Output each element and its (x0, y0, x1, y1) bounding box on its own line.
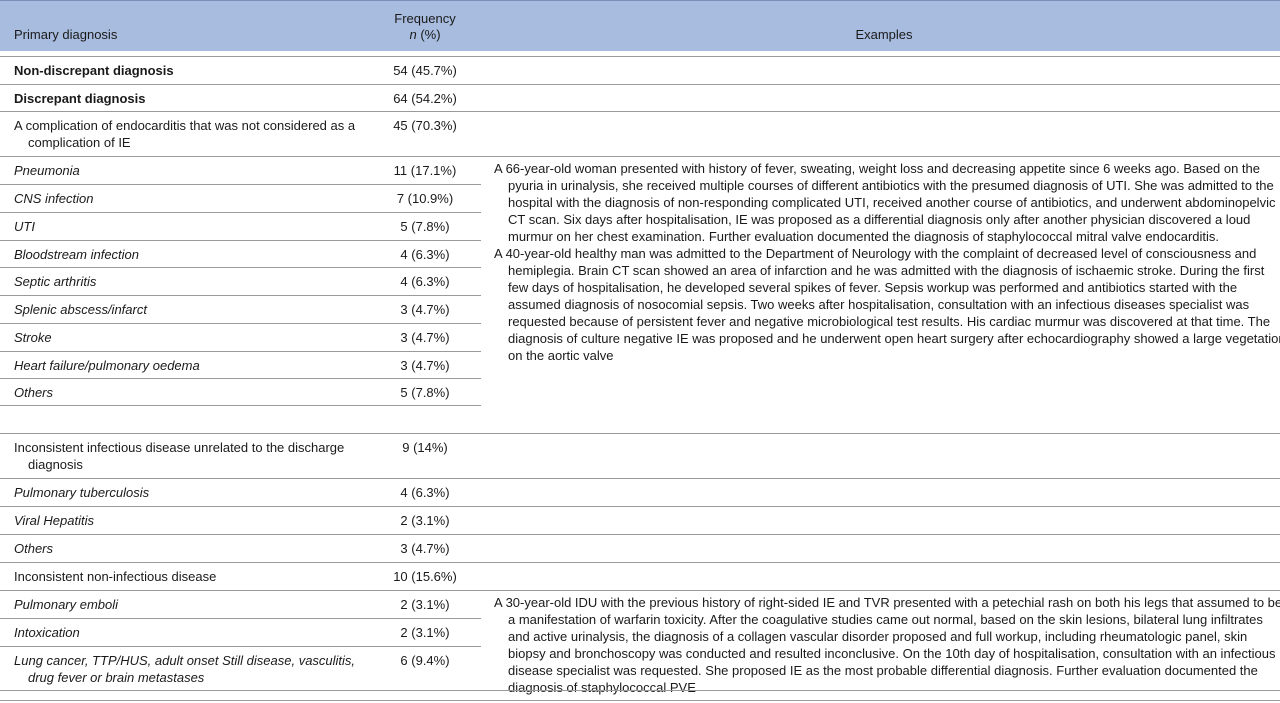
row-frequency: 4 (6.3%) (400, 485, 450, 500)
row-frequency: 5 (7.8%) (400, 385, 450, 400)
row-label: Splenic abscess/infarct (14, 302, 147, 317)
row-line (0, 184, 481, 185)
row-label: Pulmonary tuberculosis (14, 485, 150, 500)
row-line (0, 295, 481, 296)
example-text: A 40-year-old healthy man was admitted t… (494, 246, 1280, 363)
row-line (0, 534, 1280, 535)
row-label: Inconsistent infectious disease unrelate… (14, 440, 345, 472)
row-label: A complication of endocarditis that was … (14, 118, 356, 150)
table-header: Primary diagnosis Frequency n (%) Exampl… (0, 0, 1280, 51)
row-line (0, 405, 481, 406)
row-line (0, 212, 481, 213)
example-cell: A 30-year-old IDU with the previous hist… (0, 594, 1280, 696)
row-frequency: 9 (14%) (402, 440, 448, 455)
row-line (0, 618, 481, 619)
row-frequency: 3 (4.7%) (400, 358, 450, 373)
row-frequency: 10 (15.6%) (393, 569, 457, 584)
row-label: Viral Hepatitis (14, 513, 94, 528)
row-label: Discrepant diagnosis (14, 91, 146, 106)
header-primary: Primary diagnosis (14, 27, 118, 42)
row-frequency: 2 (3.1%) (400, 513, 450, 528)
row-frequency: 6 (9.4%) (400, 653, 450, 668)
row-line (0, 56, 1280, 57)
row-frequency: 3 (4.7%) (400, 302, 450, 317)
row-line (0, 267, 481, 268)
row-frequency: 4 (6.3%) (400, 247, 450, 262)
row-label: CNS infection (14, 191, 94, 206)
example-text: A 66-year-old woman presented with histo… (494, 161, 1276, 244)
row-label: Inconsistent non-infectious disease (14, 569, 217, 584)
row-label: Non-discrepant diagnosis (14, 63, 174, 78)
row-label: Septic arthritis (14, 274, 97, 289)
row-line (0, 478, 1280, 479)
row-frequency: 2 (3.1%) (400, 597, 450, 612)
row-label: Pneumonia (14, 163, 80, 178)
row-frequency: 11 (17.1%) (393, 163, 457, 178)
row-label: Others (14, 541, 54, 556)
row-label: Pulmonary emboli (14, 597, 119, 612)
row-line (0, 111, 1280, 112)
row-line (0, 240, 481, 241)
row-line (0, 562, 1280, 563)
row-line (0, 590, 1280, 591)
row-label: Heart failure/pulmonary oedema (14, 358, 200, 373)
row-label: UTI (14, 219, 35, 234)
row-frequency: 54 (45.7%) (393, 63, 457, 78)
header-examples: Examples (855, 27, 913, 42)
row-frequency: 64 (54.2%) (393, 91, 457, 106)
row-label: Stroke (14, 330, 52, 345)
header-frequency: Frequency (394, 11, 456, 26)
row-frequency: 4 (6.3%) (400, 274, 450, 289)
row-line (0, 156, 1280, 157)
row-frequency: 3 (4.7%) (400, 541, 450, 556)
row-line (0, 84, 1280, 85)
row-label: Bloodstream infection (14, 247, 140, 262)
row-label: Others (14, 385, 54, 400)
row-label: Intoxication (14, 625, 80, 640)
row-frequency: 45 (70.3%) (393, 118, 457, 133)
row-frequency: 5 (7.8%) (400, 219, 450, 234)
table-bottom (0, 700, 1280, 701)
example-cell: A 66-year-old woman presented with histo… (0, 160, 1280, 364)
row-line (0, 323, 481, 324)
row-frequency: 3 (4.7%) (400, 330, 450, 345)
row-line (0, 646, 481, 647)
row-line (0, 506, 1280, 507)
row-line (0, 378, 481, 379)
row-line (0, 690, 1280, 691)
row-line (0, 351, 481, 352)
row-frequency: 7 (10.9%) (396, 191, 454, 206)
example-text: A 30-year-old IDU with the previous hist… (494, 595, 1280, 695)
header-unit: (%) (420, 27, 441, 42)
row-frequency: 2 (3.1%) (400, 625, 450, 640)
header-frequency-unit: n (%) (370, 27, 480, 42)
row-line (0, 433, 1280, 434)
row-label: Lung cancer, TTP/HUS, adult onset Still … (14, 653, 356, 685)
header-n: n (409, 27, 417, 42)
